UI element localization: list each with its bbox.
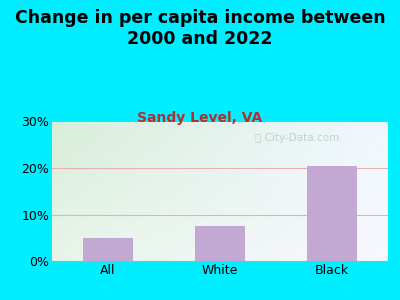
Bar — [195, 226, 245, 261]
Bar — [83, 238, 133, 261]
Text: Change in per capita income between
2000 and 2022: Change in per capita income between 2000… — [15, 9, 385, 48]
Text: Sandy Level, VA: Sandy Level, VA — [137, 111, 263, 125]
Text: ⓘ City-Data.com: ⓘ City-Data.com — [255, 133, 340, 143]
Bar — [307, 166, 357, 261]
